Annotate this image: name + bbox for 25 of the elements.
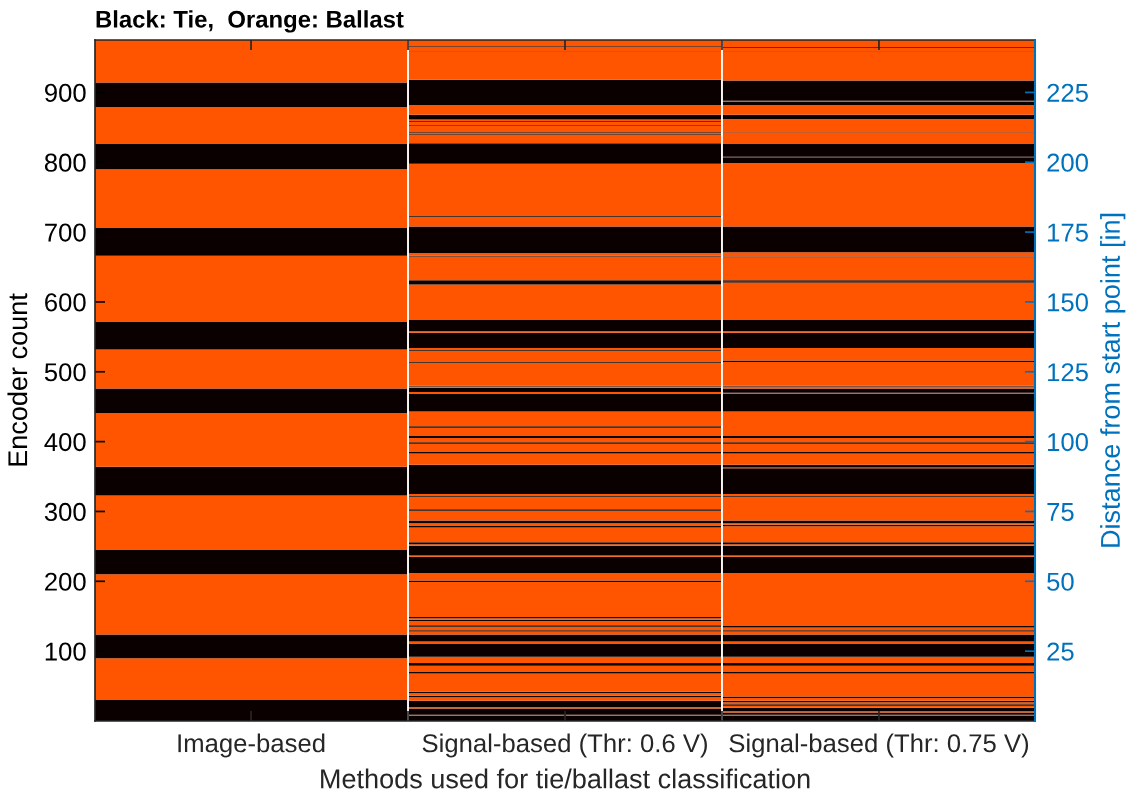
y-tick-label: 600 — [45, 293, 86, 312]
y-tick-label: 100 — [45, 642, 86, 661]
y2-tick-label: 200 — [1047, 153, 1088, 172]
chart-title: Black: Tie, Orange: Ballast — [96, 10, 404, 33]
y-tick-label: 400 — [44, 432, 86, 452]
y-tick-label: 500 — [44, 363, 86, 382]
y-tick-label: 700 — [45, 223, 86, 242]
y2-tick-label: 75 — [1047, 503, 1074, 522]
y-tick-label: 800 — [44, 153, 86, 172]
y2-tick-label: 225 — [1047, 83, 1088, 102]
x-tick-label: Image-based — [178, 733, 325, 758]
y2-tick-label: 125 — [1048, 363, 1088, 382]
y2-tick-label: 25 — [1047, 642, 1074, 661]
y-tick-label: 200 — [45, 572, 86, 591]
y-axis-title: Encoder count — [7, 293, 28, 466]
y-tick-label: 900 — [45, 83, 86, 102]
y2-axis-title: Distance from start point [in] — [1100, 213, 1126, 547]
x-axis-title: Methods used for tie/ballast classification — [321, 768, 810, 789]
y2-tick-label: 175 — [1048, 223, 1088, 242]
y2-tick-label: 150 — [1048, 293, 1088, 312]
y2-tick-label: 100 — [1048, 432, 1088, 452]
y2-tick-label: 50 — [1047, 572, 1074, 591]
x-tick-label: Signal-based (Thr: 0.6 V) — [422, 733, 707, 758]
x-tick-label: Signal-based (Thr: 0.75 V) — [729, 733, 1029, 758]
y-tick-label: 300 — [44, 502, 86, 522]
